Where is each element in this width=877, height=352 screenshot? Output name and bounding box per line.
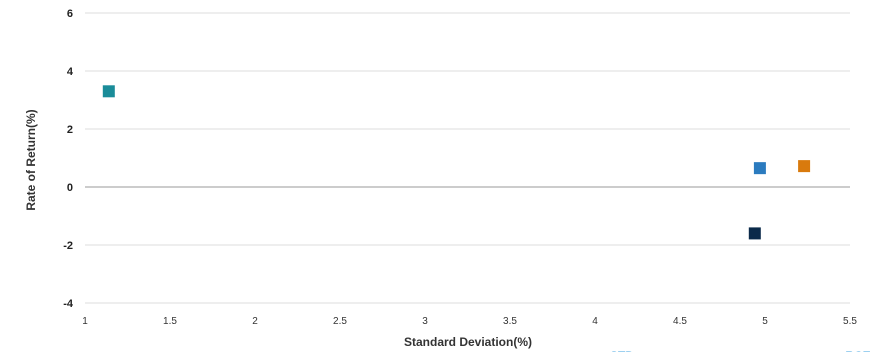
data-points [102, 85, 811, 240]
y-tick-label: 2 [67, 124, 73, 136]
data-point [102, 85, 115, 98]
y-axis-title: Rate of Return(%) [24, 109, 38, 210]
y-tick-labels: 6 4 2 0 -2 -4 [63, 8, 74, 310]
data-point [753, 162, 766, 175]
y-tick-label: 4 [67, 66, 74, 78]
y-tick-label: 6 [67, 8, 73, 20]
x-tick-label: 3 [422, 316, 428, 327]
cutoff-label: RCE [845, 349, 870, 352]
cutoff-label: STD [610, 349, 634, 352]
cutoff-labels: STD RCE [610, 349, 871, 352]
x-tick-label: 5.5 [843, 316, 857, 327]
x-tick-label: 2 [252, 316, 258, 327]
x-tick-label: 4.5 [673, 316, 687, 327]
data-point [748, 227, 761, 240]
x-axis-title: Standard Deviation(%) [404, 335, 532, 349]
data-point [798, 160, 811, 173]
y-tick-label: -2 [63, 240, 73, 252]
x-tick-label: 2.5 [333, 316, 347, 327]
gridlines [85, 12, 850, 304]
x-tick-label: 4 [592, 316, 598, 327]
x-tick-labels: 1 1.5 2 2.5 3 3.5 4 4.5 5 5.5 [82, 316, 857, 327]
x-tick-label: 1.5 [163, 316, 177, 327]
x-tick-label: 5 [762, 316, 768, 327]
x-tick-label: 3.5 [503, 316, 517, 327]
y-tick-label: 0 [67, 182, 73, 194]
x-tick-label: 1 [82, 316, 88, 327]
y-tick-label: -4 [63, 298, 74, 310]
